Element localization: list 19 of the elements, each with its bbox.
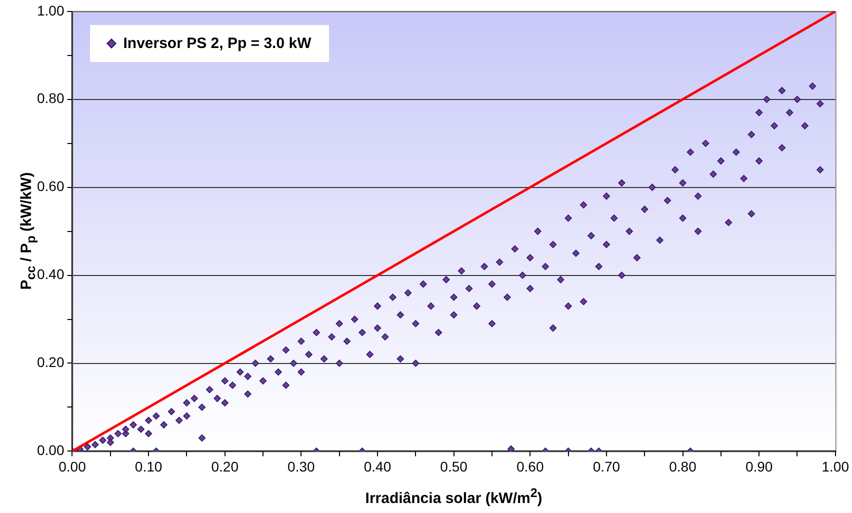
x-axis-title: Irradiância solar (kW/m$^{2}$) [365, 486, 542, 507]
y-tick-label: 0.00 [37, 442, 64, 458]
legend-label: Inversor PS 2, Pp = 3.0 kW [123, 35, 312, 52]
x-tick-label: 0.50 [440, 458, 468, 474]
x-tick-label: 0.40 [364, 458, 392, 474]
y-tick-label: 0.40 [37, 266, 64, 282]
x-tick-label: 0.30 [288, 458, 316, 474]
x-tick-label: 1.00 [822, 458, 850, 474]
x-tick-label: 0.00 [58, 458, 86, 474]
x-tick-label: 0.10 [134, 458, 162, 474]
x-tick-label: 0.80 [669, 458, 697, 474]
y-tick-label: 0.20 [37, 354, 64, 370]
x-tick-label: 0.90 [745, 458, 773, 474]
y-tick-label: 0.80 [37, 90, 64, 106]
y-tick-label: 0.60 [37, 178, 64, 194]
y-tick-label: 1.00 [37, 2, 64, 18]
x-tick-label: 0.60 [516, 458, 544, 474]
x-tick-label: 0.70 [592, 458, 620, 474]
x-tick-label: 0.20 [211, 458, 239, 474]
